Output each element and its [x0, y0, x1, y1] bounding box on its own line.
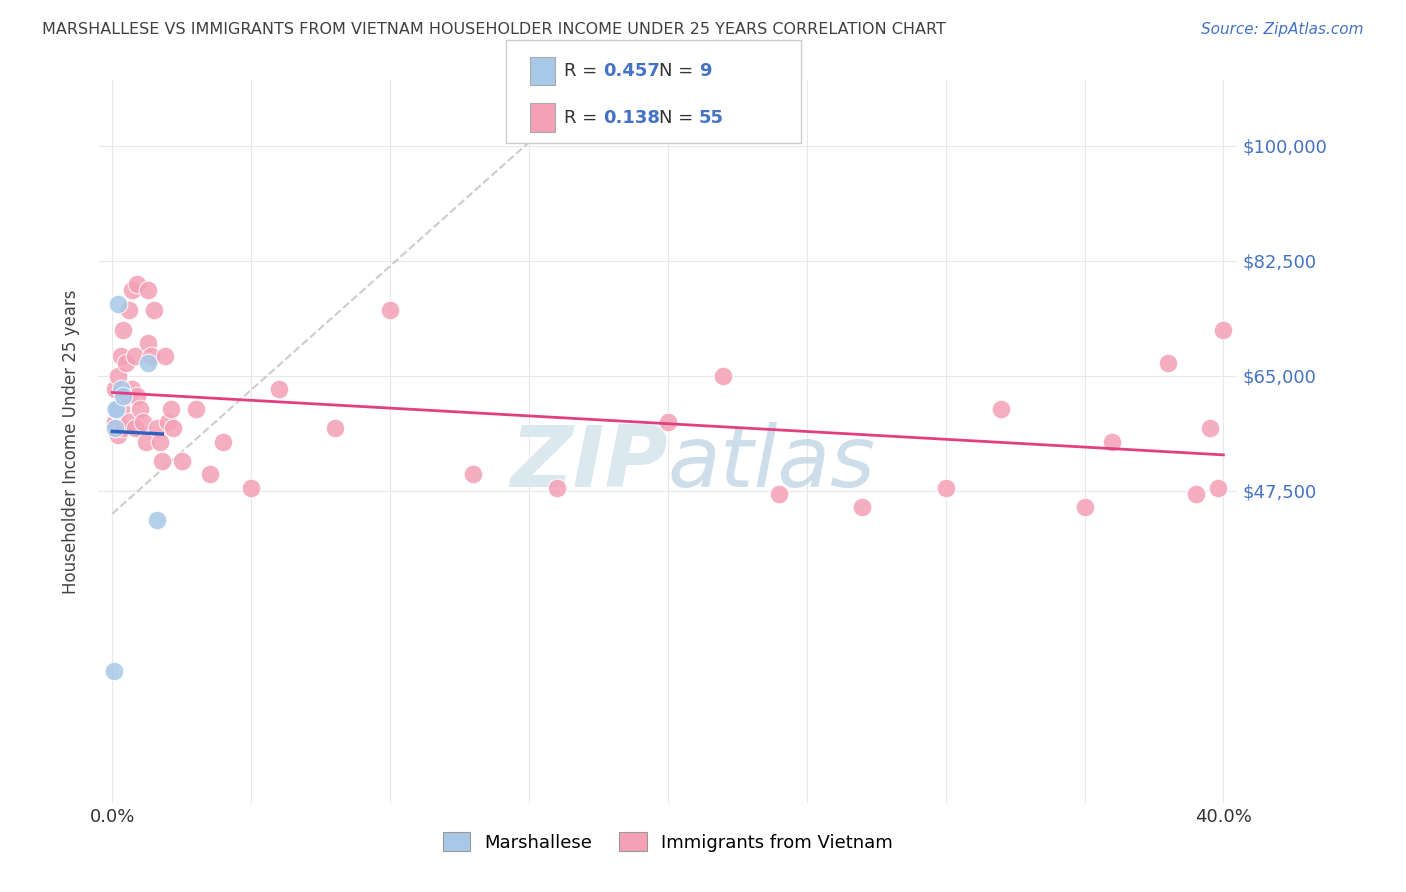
- Point: [184, 401, 207, 416]
- Point: [378, 303, 401, 318]
- Point: [127, 277, 149, 291]
- Point: [156, 415, 179, 429]
- Point: [323, 421, 346, 435]
- Point: [138, 336, 160, 351]
- Point: [148, 434, 170, 449]
- Text: 0.457: 0.457: [603, 62, 659, 79]
- Point: [115, 356, 138, 370]
- Point: [546, 481, 568, 495]
- Point: [1184, 487, 1206, 501]
- Point: [135, 434, 157, 449]
- Point: [153, 349, 176, 363]
- Point: [141, 349, 163, 363]
- Point: [143, 303, 166, 318]
- Point: [159, 401, 181, 416]
- Point: [121, 382, 143, 396]
- Point: [112, 323, 135, 337]
- Point: [267, 382, 290, 396]
- Point: [212, 434, 235, 449]
- Point: [124, 421, 146, 435]
- Point: [240, 481, 263, 495]
- Text: ZIP: ZIP: [510, 422, 668, 505]
- Point: [145, 513, 167, 527]
- Point: [107, 296, 129, 310]
- Point: [1073, 500, 1095, 515]
- Point: [138, 284, 160, 298]
- Point: [1157, 356, 1180, 370]
- Point: [150, 454, 173, 468]
- Point: [107, 368, 129, 383]
- Point: [110, 401, 132, 416]
- Point: [1198, 421, 1220, 435]
- Point: [115, 388, 138, 402]
- Text: R =: R =: [564, 109, 603, 127]
- Text: R =: R =: [564, 62, 603, 79]
- Point: [198, 467, 221, 482]
- Point: [112, 421, 135, 435]
- Text: N =: N =: [659, 62, 699, 79]
- Point: [170, 454, 193, 468]
- Point: [124, 349, 146, 363]
- Text: Source: ZipAtlas.com: Source: ZipAtlas.com: [1201, 22, 1364, 37]
- Point: [768, 487, 790, 501]
- Point: [104, 415, 127, 429]
- Point: [132, 415, 155, 429]
- Point: [110, 349, 132, 363]
- Point: [103, 421, 125, 435]
- Text: N =: N =: [659, 109, 699, 127]
- Text: 55: 55: [699, 109, 724, 127]
- Point: [107, 428, 129, 442]
- Point: [162, 421, 184, 435]
- Point: [103, 665, 125, 679]
- Point: [1212, 323, 1234, 337]
- Point: [105, 401, 128, 416]
- Point: [1206, 481, 1229, 495]
- Point: [129, 401, 152, 416]
- Point: [121, 284, 143, 298]
- Point: [104, 382, 127, 396]
- Point: [104, 401, 127, 416]
- Point: [1101, 434, 1123, 449]
- Point: [145, 421, 167, 435]
- Point: [713, 368, 735, 383]
- Point: [118, 303, 141, 318]
- Point: [118, 415, 141, 429]
- Point: [657, 415, 679, 429]
- Y-axis label: Householder Income Under 25 years: Householder Income Under 25 years: [62, 289, 80, 594]
- Point: [463, 467, 485, 482]
- Text: atlas: atlas: [668, 422, 876, 505]
- Point: [851, 500, 873, 515]
- Text: 9: 9: [699, 62, 711, 79]
- Point: [112, 388, 135, 402]
- Text: 0.138: 0.138: [603, 109, 661, 127]
- Point: [935, 481, 957, 495]
- Point: [990, 401, 1012, 416]
- Point: [110, 382, 132, 396]
- Legend: Marshallese, Immigrants from Vietnam: Marshallese, Immigrants from Vietnam: [436, 825, 900, 859]
- Point: [138, 356, 160, 370]
- Text: MARSHALLESE VS IMMIGRANTS FROM VIETNAM HOUSEHOLDER INCOME UNDER 25 YEARS CORRELA: MARSHALLESE VS IMMIGRANTS FROM VIETNAM H…: [42, 22, 946, 37]
- Point: [127, 388, 149, 402]
